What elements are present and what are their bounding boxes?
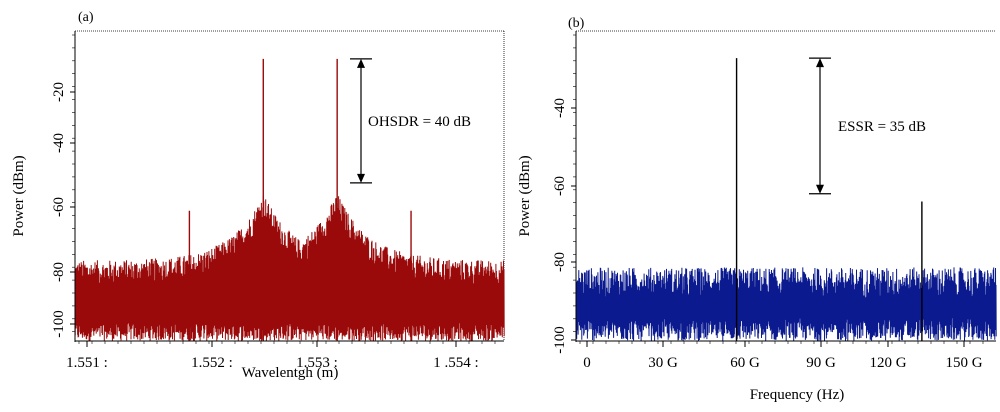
- panel-a-y-ticks: -20 -40 -60 -80 -100: [51, 34, 75, 338]
- x-tick-label: 0: [583, 355, 591, 371]
- panel-b-series: [575, 58, 997, 341]
- panel-b-annotation: ESSR = 35 dB: [809, 57, 926, 195]
- y-tick-label: -60: [552, 176, 568, 196]
- panel-b-x-label: Frequency (Hz): [750, 387, 845, 403]
- x-tick-label: 90 G: [806, 355, 836, 371]
- chart-panel-b: (b) -40 -60 -80 -100 0 30 G 60 G 90 G 120 G 150 …: [517, 16, 997, 403]
- panel-a-label: (a): [78, 10, 94, 25]
- annotation-arrowhead-down: [816, 184, 824, 194]
- panel-b-y-ticks: -40 -60 -80 -100: [552, 34, 576, 354]
- spectrum-trace: [74, 195, 505, 342]
- x-tick-label: 1 .554 :: [433, 355, 478, 371]
- annotation-arrowhead-up: [816, 58, 824, 68]
- annotation-label: ESSR = 35 dB: [838, 119, 926, 135]
- y-tick-label: -40: [552, 98, 568, 118]
- y-tick-label: -80: [51, 262, 67, 282]
- x-tick-label: 120 G: [869, 355, 906, 371]
- panel-b-label: (b): [568, 16, 585, 31]
- x-tick-label: 60 G: [730, 355, 760, 371]
- panel-a-annotation: OHSDR = 40 dB: [350, 58, 471, 184]
- panel-a-x-label: Wavelentgh (m): [242, 365, 339, 381]
- y-tick-label: -100: [51, 310, 67, 338]
- x-tick-label: 30 G: [648, 355, 678, 371]
- y-tick-label: -80: [552, 252, 568, 272]
- y-tick-label: -100: [552, 326, 568, 354]
- panel-a-x-ticks: 1.551 : 1.552 : 1.553 : 1 .554 :: [66, 341, 496, 371]
- panel-b-y-label: Power (dBm): [517, 155, 533, 236]
- panel-a-series: [74, 58, 505, 342]
- annotation-label: OHSDR = 40 dB: [368, 114, 471, 130]
- x-tick-label: 1.552 :: [191, 355, 233, 371]
- annotation-arrowhead-up: [357, 58, 365, 68]
- x-tick-label: 150 G: [945, 355, 982, 371]
- x-tick-label: 1.551 :: [66, 355, 108, 371]
- chart-panel-a: (a) -20 -40 -60 -80 -100 1.551 : 1.552 : 1.553…: [11, 10, 505, 381]
- panel-b-x-ticks: 0 30 G 60 G 90 G 120 G 150 G: [579, 341, 984, 371]
- spectrum-trace: [575, 267, 997, 341]
- y-tick-label: -40: [51, 133, 67, 153]
- y-tick-label: -60: [51, 197, 67, 217]
- x-tick-label: 1.553 :: [296, 355, 338, 371]
- y-tick-label: -20: [51, 82, 67, 102]
- panel-a-y-label: Power (dBm): [11, 155, 27, 236]
- annotation-arrowhead-down: [357, 173, 365, 183]
